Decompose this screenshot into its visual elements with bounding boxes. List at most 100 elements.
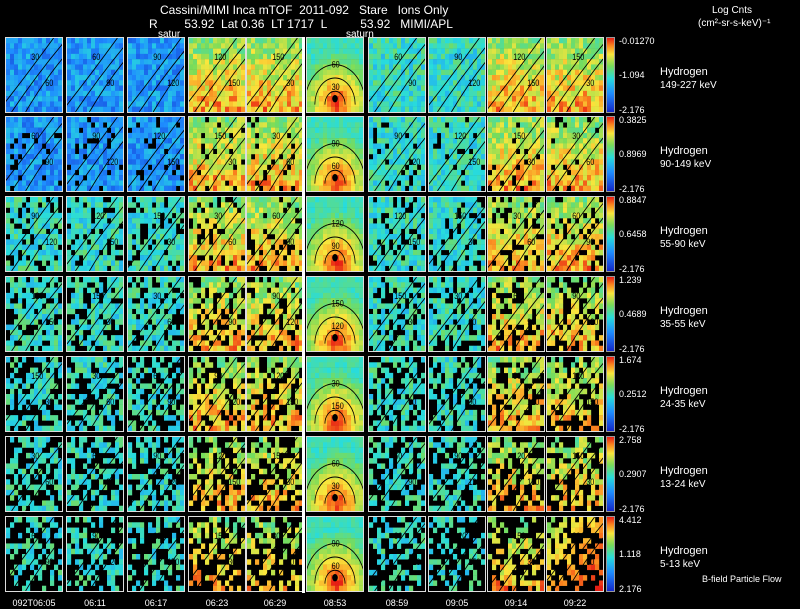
- sky-panel: 60 90: [127, 356, 185, 432]
- sky-panel: 30 60: [127, 276, 185, 352]
- contour-label: 120: [332, 218, 344, 229]
- contour-label: 120: [394, 210, 406, 221]
- contour-label: 120: [454, 130, 466, 141]
- planet-marker: [332, 173, 338, 182]
- contour-label: 120: [153, 130, 165, 141]
- sky-panel: 150 30: [127, 196, 185, 272]
- contour-label: 90: [272, 290, 280, 301]
- contour-label: 60: [92, 51, 100, 62]
- contour-label: 120: [513, 450, 525, 461]
- time-label: 09:22: [563, 598, 587, 608]
- sky-panel: 150 30: [546, 436, 604, 512]
- contour-label: 60: [286, 556, 294, 567]
- sky-panel: 120 150: [487, 37, 545, 113]
- contour-label: 30: [272, 130, 280, 141]
- contour-label: 60: [92, 450, 100, 461]
- contour-label: 90: [153, 450, 161, 461]
- planet-marker: [332, 333, 338, 342]
- colorbar-min: 2.176: [619, 584, 642, 594]
- contour-label: 90: [394, 530, 402, 541]
- contour-label: 90: [454, 51, 462, 62]
- contour-label: 90: [45, 156, 53, 167]
- colorbar-min: -2.176: [619, 344, 645, 354]
- colorbar: [606, 196, 615, 272]
- sky-panel: 90 120: [66, 116, 124, 192]
- sky-panel: 120 150: [127, 116, 185, 192]
- contour-label: 90: [408, 476, 416, 487]
- sky-panel: 30 60: [546, 116, 604, 192]
- contour-label: 60: [586, 556, 594, 567]
- species-label: Hydrogen: [660, 66, 708, 78]
- energy-label: 149-227 keV: [660, 80, 717, 91]
- contour-label: 150: [586, 396, 598, 407]
- sky-panel: 90 120: [127, 436, 185, 512]
- sky-panel: 150 30: [306, 356, 364, 432]
- contour-label: 150: [106, 236, 118, 247]
- time-label: 09:05: [445, 598, 469, 608]
- contour-label: 30: [586, 77, 594, 88]
- contour-label: 120: [106, 556, 118, 567]
- contour-label: 60: [572, 210, 580, 221]
- sky-panel: 150 30: [487, 116, 545, 192]
- colorbar-max: 0.8847: [619, 195, 647, 205]
- contour-label: 30: [572, 530, 580, 541]
- left-planet-label: satur: [158, 29, 181, 40]
- sky-panel: 150 30: [246, 436, 304, 512]
- colorbar-mid: 0.4689: [619, 309, 647, 319]
- colorbar-max: -0.01270: [619, 36, 655, 46]
- contour-label: 90: [332, 240, 340, 251]
- contour-label: 150: [572, 450, 584, 461]
- sky-panel: 30 60: [246, 516, 304, 592]
- contour-label: 120: [31, 290, 43, 301]
- contour-label: 60: [527, 236, 535, 247]
- sky-panel: 120 150: [487, 436, 545, 512]
- contour-label: 120: [586, 316, 598, 327]
- sky-panel: 120 150: [546, 356, 604, 432]
- contour-label: 150: [286, 396, 298, 407]
- sky-panel: 60 90: [5, 516, 63, 592]
- plot-title: Cassini/MIMI Inca mTOF 2011-092 Stare Io…: [160, 3, 449, 17]
- sky-panel: 60 90: [5, 116, 63, 192]
- time-label: 06:23: [205, 598, 229, 608]
- contour-label: 150: [45, 316, 57, 327]
- contour-label: 30: [272, 530, 280, 541]
- contour-label: 150: [228, 476, 240, 487]
- colorbar-max: 4.412: [619, 515, 642, 525]
- contour-label: 60: [513, 290, 521, 301]
- contour-label: 30: [92, 370, 100, 381]
- contour-label: 120: [92, 210, 104, 221]
- contour-label: 150: [332, 400, 344, 411]
- sky-panel: 90 120: [428, 436, 486, 512]
- sky-panel: 120 150: [188, 436, 246, 512]
- contour-label: 150: [167, 156, 179, 167]
- contour-label: 30: [468, 236, 476, 247]
- contour-label: 120: [527, 396, 539, 407]
- contour-label: 90: [228, 316, 236, 327]
- sky-panel: 60 90: [487, 276, 545, 352]
- sky-panel: 150 30: [5, 356, 63, 432]
- segment-divider: [302, 37, 305, 593]
- contour-label: 90: [214, 370, 222, 381]
- sky-panel: 120 150: [306, 276, 364, 352]
- contour-label: 120: [214, 450, 226, 461]
- contour-label: 120: [167, 77, 179, 88]
- contour-label: 120: [408, 156, 420, 167]
- sky-panel: 30 60: [5, 37, 63, 113]
- colorbar-max: 0.3825: [619, 115, 647, 125]
- species-label: Hydrogen: [660, 145, 708, 157]
- colorbar: [606, 436, 615, 512]
- contour-label: 60: [586, 156, 594, 167]
- sky-panel: 120 150: [368, 196, 426, 272]
- planet-marker: [332, 413, 338, 422]
- time-label: 08:59: [385, 598, 409, 608]
- colorbar: [606, 116, 615, 192]
- contour-label: 90: [454, 450, 462, 461]
- contour-label: 90: [167, 396, 175, 407]
- energy-label: 13-24 keV: [660, 479, 706, 490]
- sky-panel: 30 60: [306, 37, 364, 113]
- contour-label: 60: [214, 290, 222, 301]
- contour-label: 150: [272, 51, 284, 62]
- planet-marker: [332, 493, 338, 502]
- right-planet-label: saturn: [346, 29, 374, 40]
- contour-label: 90: [153, 51, 161, 62]
